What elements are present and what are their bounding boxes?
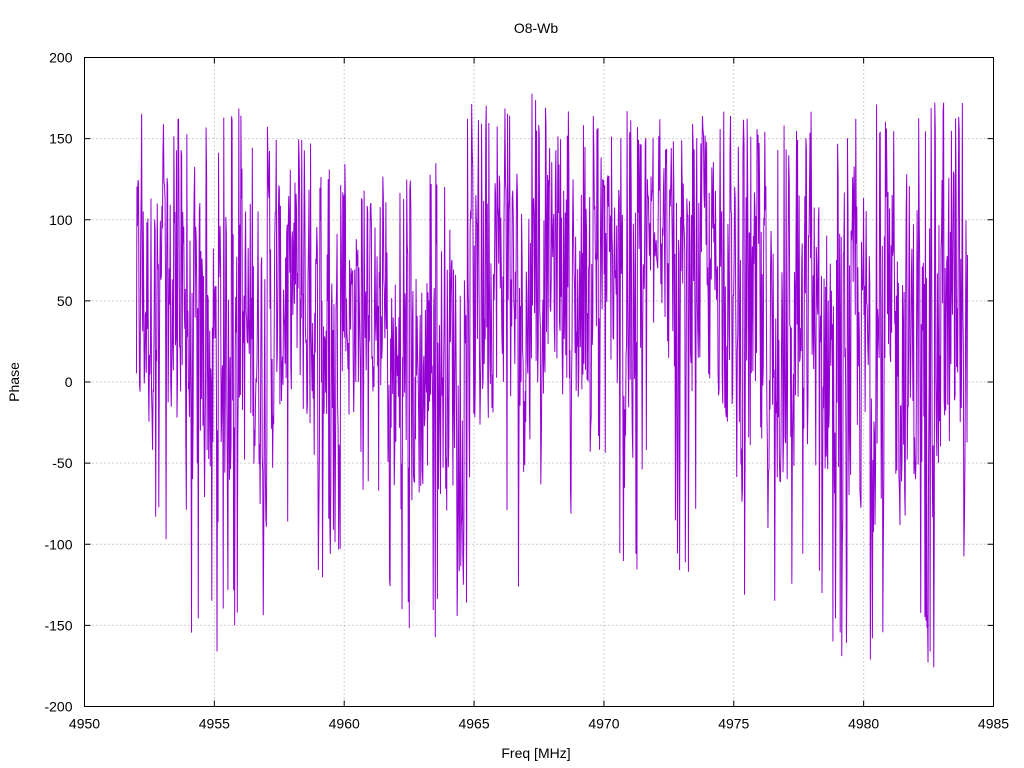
y-tick-label: 200 [49, 50, 73, 66]
axis-ticks [84, 57, 994, 707]
x-tick-labels: 4950 4955 4960 4965 4970 4975 4980 4985 [69, 716, 1009, 732]
y-tick-label: -150 [44, 617, 72, 633]
x-tick-label: 4975 [718, 716, 749, 732]
x-tick-label: 4960 [329, 716, 360, 732]
x-tick-label: 4970 [588, 716, 619, 732]
y-tick-labels: -200 -150 -100 -50 0 50 100 150 200 [44, 50, 72, 715]
x-tick-label: 4965 [458, 716, 489, 732]
chart-title: O8-Wb [514, 20, 559, 36]
y-tick-label: 50 [57, 293, 73, 309]
x-tick-label: 4985 [978, 716, 1009, 732]
y-tick-label: 100 [49, 212, 73, 228]
y-tick-label: 150 [49, 131, 73, 147]
series-group [135, 93, 969, 668]
y-tick-label: -100 [44, 536, 72, 552]
x-tick-label: 4950 [69, 716, 100, 732]
x-tick-label: 4980 [848, 716, 879, 732]
series-line-phase [135, 93, 969, 668]
y-axis-label: Phase [6, 362, 22, 402]
y-tick-label: -200 [44, 699, 72, 715]
x-tick-label: 4955 [199, 716, 230, 732]
y-tick-label: -50 [52, 455, 72, 471]
y-tick-label: 0 [65, 374, 73, 390]
x-axis-label: Freq [MHz] [501, 745, 570, 761]
